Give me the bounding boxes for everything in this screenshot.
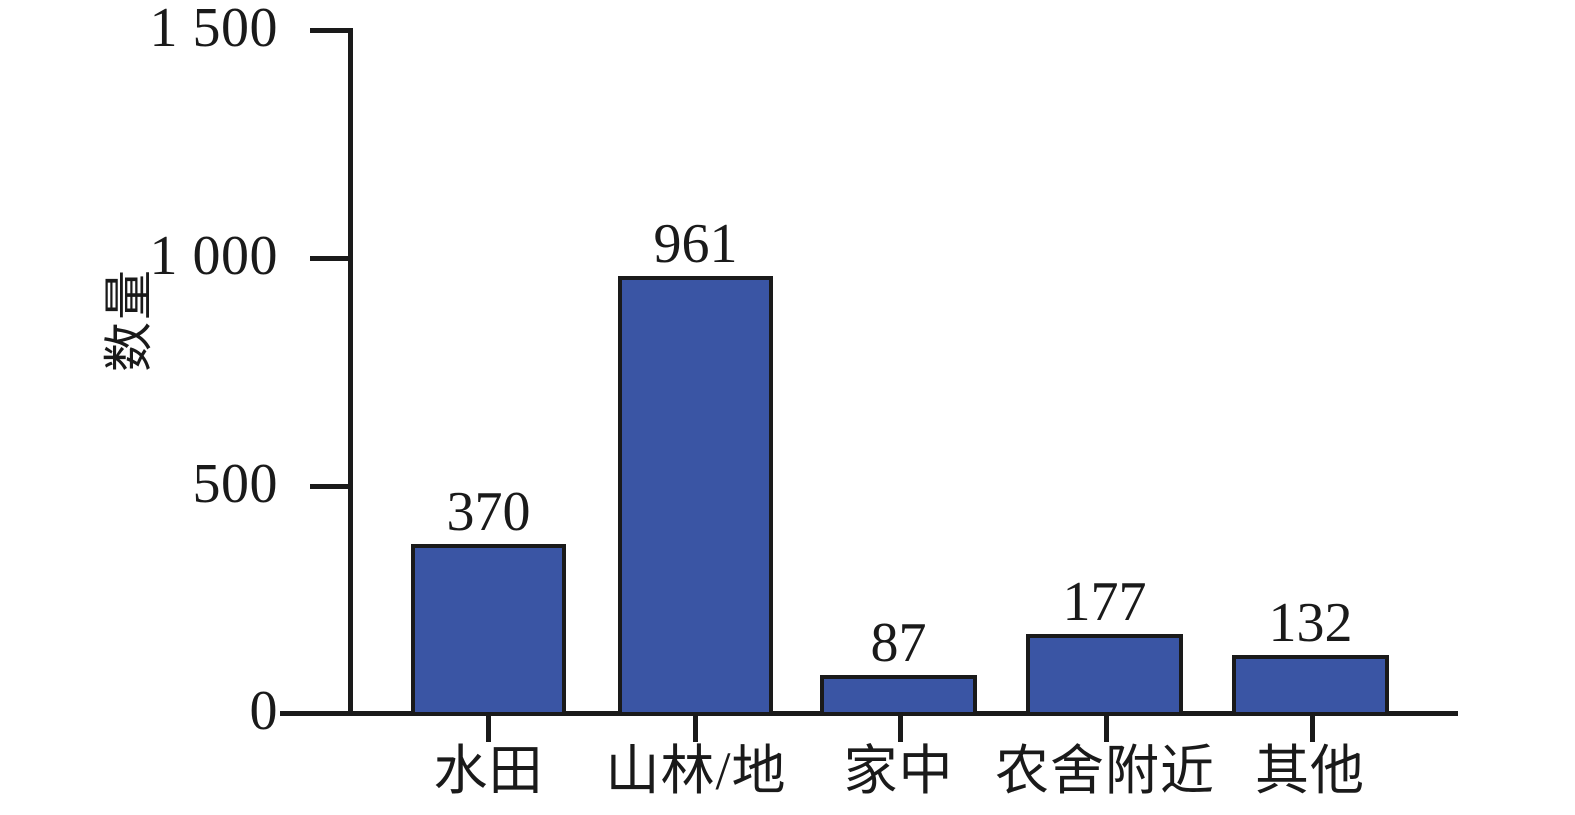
bar-4 [1026,634,1183,716]
y-axis-line [348,28,353,716]
y-axis-tick-0 [310,711,350,716]
x-axis-tick-1 [486,716,491,742]
bar-value-label-2: 961 [653,213,738,275]
x-axis-category-label-4: 农舍附近 [995,741,1215,801]
y-axis-tick-label-500: 500 [192,453,278,515]
y-axis-tick-1500 [310,28,350,33]
bar-value-label-5: 132 [1268,592,1353,654]
x-axis-category-label-3: 家中 [843,741,954,801]
y-axis-tick-500 [310,484,350,489]
x-axis-category-label-5: 其他 [1255,741,1365,801]
x-axis-category-label-2: 山林/地 [605,741,787,801]
bar-value-label-3: 87 [870,612,927,674]
y-axis-tick-label-0: 0 [249,680,278,742]
bar-5 [1232,655,1389,716]
x-axis-tick-2 [693,716,698,742]
y-axis-title: 数量 [101,268,157,372]
x-axis-tick-4 [1104,716,1109,742]
bar-1 [411,544,566,716]
y-axis-tick-label-1000: 1 000 [149,225,278,287]
bar-3 [820,675,977,716]
x-axis-category-label-1: 水田 [433,741,544,801]
bar-value-label-1: 370 [446,481,531,543]
y-axis-tick-1000 [310,256,350,261]
x-axis-tick-5 [1310,716,1315,742]
x-axis-tick-3 [898,716,903,742]
bar-value-label-4: 177 [1062,571,1147,633]
bar-2 [618,276,773,716]
y-axis-tick-label-1500: 1 500 [149,0,278,59]
